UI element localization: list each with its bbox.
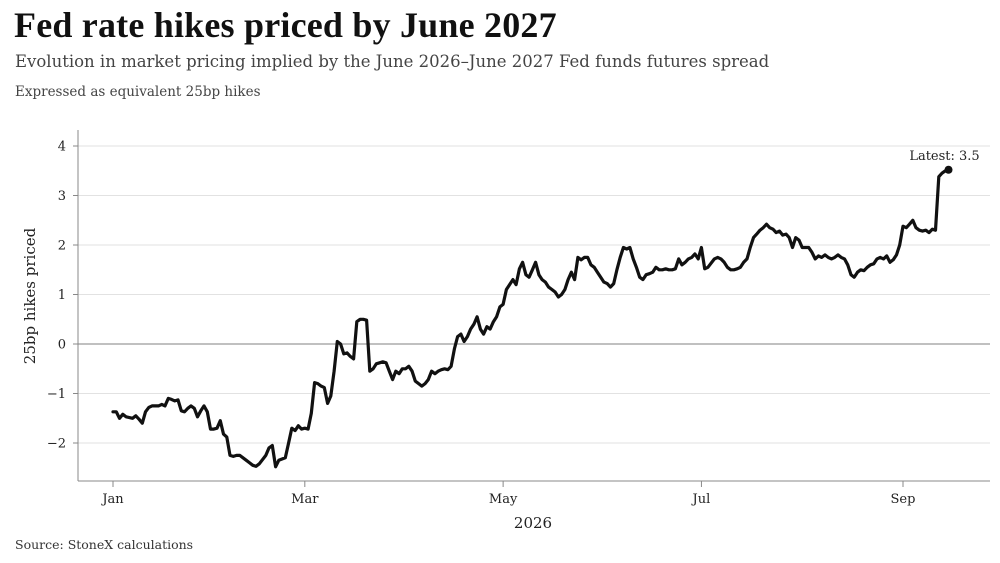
- source-note: Source: StoneX calculations: [15, 537, 194, 552]
- y-tick-label: 0: [58, 338, 66, 353]
- x-tick-label: May: [489, 492, 518, 507]
- latest-label: Latest: 3.5: [909, 149, 979, 164]
- x-tick-label: Sep: [891, 492, 916, 507]
- chart-subtitle: Evolution in market pricing implied by t…: [15, 52, 770, 71]
- y-tick-label: 2: [58, 239, 66, 254]
- y-axis-title: 25bp hikes priced: [21, 227, 39, 364]
- annotations: Latest: 3.5: [909, 149, 980, 174]
- series-lines: [111, 168, 951, 469]
- grid-lines: [78, 145, 990, 444]
- chart-title: Fed rate hikes priced by June 2027: [14, 5, 557, 45]
- series-line: [111, 168, 951, 469]
- y-tick-label: −2: [47, 437, 66, 452]
- x-axis-title: 2026: [514, 514, 552, 532]
- latest-point: [944, 165, 953, 174]
- x-tick-label: Mar: [291, 492, 319, 507]
- y-tick-label: 4: [58, 140, 66, 155]
- chart-note: Expressed as equivalent 25bp hikes: [15, 84, 261, 100]
- y-axis: 4 3 2 1 0 −1 −2: [47, 130, 79, 481]
- y-tick-label: −1: [47, 387, 66, 402]
- y-tick-label: 1: [58, 288, 66, 303]
- x-axis: Jan Mar May Jul Sep: [78, 480, 990, 507]
- x-tick-label: Jul: [691, 492, 711, 507]
- y-tick-label: 3: [58, 189, 66, 204]
- x-tick-label: Jan: [100, 492, 124, 507]
